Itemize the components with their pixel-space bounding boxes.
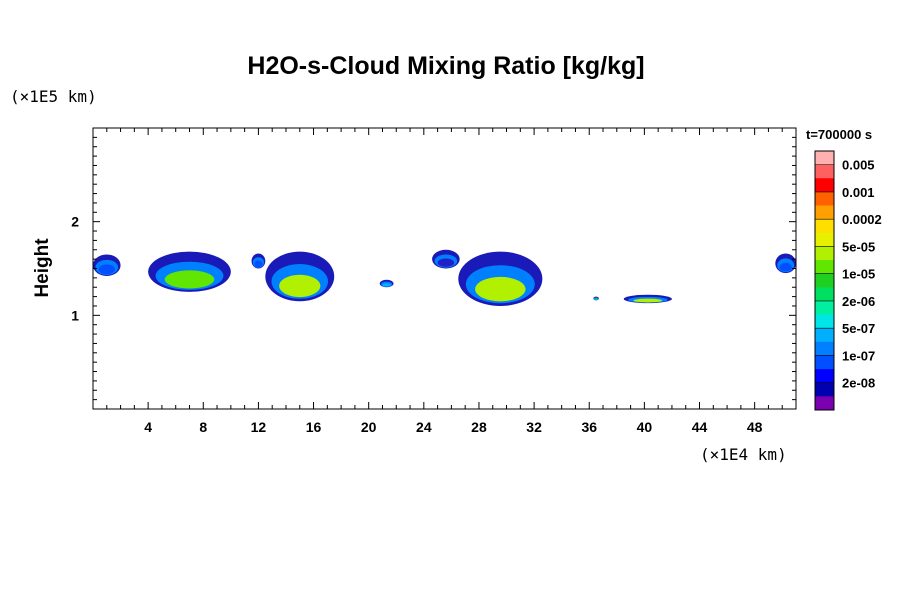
y-tick-label: 1 <box>71 307 79 323</box>
colorbar-swatch <box>815 260 834 275</box>
colorbar-label: 1e-07 <box>842 348 875 363</box>
colorbar-label: 5e-05 <box>842 239 875 254</box>
x-tick-label: 48 <box>747 419 763 435</box>
colorbar-label: 1e-05 <box>842 267 875 282</box>
cloud-region <box>93 254 121 276</box>
cloud-core <box>633 298 663 303</box>
x-tick-label: 40 <box>637 419 653 435</box>
cloud-core <box>437 258 455 267</box>
chart-title: H2O-s-Cloud Mixing Ratio [kg/kg] <box>247 52 644 80</box>
cloud-region <box>593 296 599 301</box>
cloud-regions <box>93 249 796 306</box>
cloud-region <box>251 253 266 269</box>
cloud-core <box>254 260 263 268</box>
cloud-core <box>475 276 526 302</box>
colorbar-swatch <box>815 273 834 288</box>
colorbar-swatch <box>815 151 834 166</box>
colorbar-swatch <box>815 382 834 397</box>
cloud-region <box>458 251 543 306</box>
x-tick-label: 20 <box>361 419 377 435</box>
x-tick-label: 24 <box>416 419 432 435</box>
x-tick-label: 28 <box>471 419 487 435</box>
cloud-region <box>148 251 231 292</box>
colorbar-swatch <box>815 246 834 261</box>
cloud-region <box>265 251 335 302</box>
x-tick-label: 4 <box>144 419 152 435</box>
x-tick-label: 16 <box>306 419 322 435</box>
x-tick-label: 8 <box>199 419 207 435</box>
x-tick-label: 12 <box>251 419 267 435</box>
cloud-core <box>382 283 391 287</box>
cloud-core <box>164 270 215 289</box>
cloud-region <box>432 249 460 269</box>
colorbar-label: 2e-08 <box>842 376 875 391</box>
colorbar-swatch <box>815 205 834 220</box>
x-tick-label: 32 <box>526 419 542 435</box>
time-label: t=700000 s <box>806 127 872 142</box>
colorbar-swatch <box>815 287 834 302</box>
colorbar-swatch <box>815 219 834 234</box>
colorbar-swatch <box>815 300 834 315</box>
colorbar-swatch <box>815 232 834 247</box>
cloud-core <box>279 274 321 298</box>
x-tick-label: 44 <box>692 419 708 435</box>
colorbar-swatch <box>815 369 834 384</box>
cloud-core <box>594 298 598 301</box>
colorbar-label: 0.005 <box>842 158 875 173</box>
colorbar-label: 0.0002 <box>842 212 882 227</box>
cloud-region <box>379 279 394 288</box>
colorbar-frame <box>814 150 835 411</box>
y-axis-unit: (×1E5 km) <box>10 87 97 106</box>
colorbar: 0.005 0.001 0.0002 5e-05 1e-05 2e-06 5e-07 1e-0… <box>814 150 882 411</box>
colorbar-swatch <box>815 191 834 206</box>
colorbar-swatch <box>815 341 834 356</box>
colorbar-label: 2e-06 <box>842 294 875 309</box>
colorbar-label: 0.001 <box>842 185 875 200</box>
colorbar-label: 5e-07 <box>842 321 875 336</box>
y-axis-label: Height <box>32 238 53 298</box>
cloud-core <box>98 264 116 275</box>
x-axis-unit: (×1E4 km) <box>700 445 787 464</box>
colorbar-swatch <box>815 178 834 193</box>
colorbar-swatch <box>815 328 834 343</box>
colorbar-swatch <box>815 396 834 411</box>
y-tick-label: 2 <box>71 214 79 230</box>
colorbar-swatch <box>815 314 834 329</box>
x-tick-label: 36 <box>581 419 597 435</box>
colorbar-swatch <box>815 355 834 370</box>
colorbar-swatch <box>815 164 834 179</box>
cloud-region <box>623 294 672 304</box>
cloud-region <box>775 253 796 274</box>
cloud-core <box>779 262 792 272</box>
